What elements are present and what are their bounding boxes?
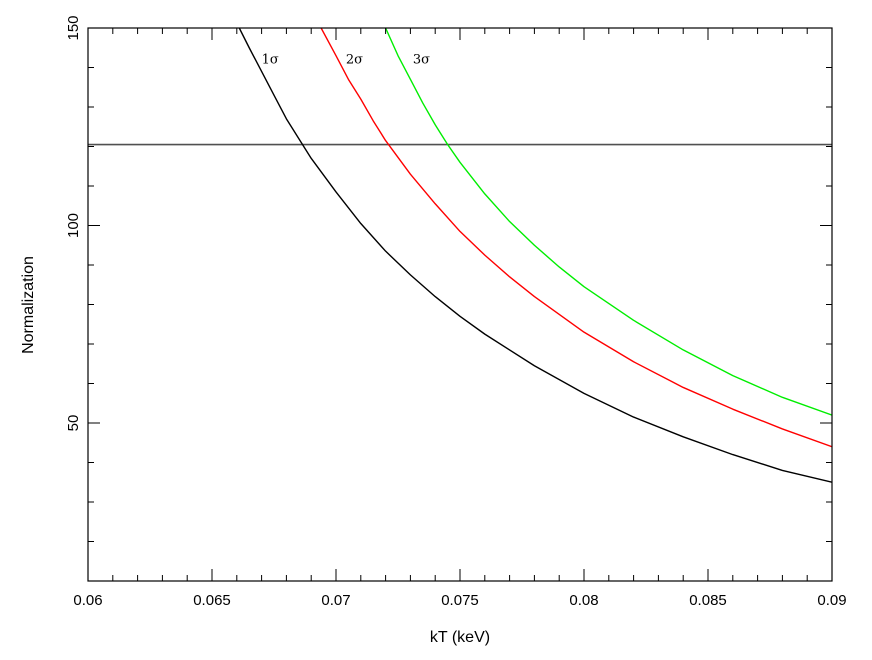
plot-frame: [87, 27, 833, 582]
series-label-2: 2σ: [346, 53, 363, 68]
x-tick-label: 0.075: [441, 592, 479, 609]
series-label-3: 3σ: [413, 53, 430, 68]
x-tick-label: 0.06: [73, 592, 102, 609]
x-tick-label: 0.08: [569, 592, 598, 609]
x-tick-label: 0.09: [817, 592, 846, 609]
y-tick-label: 150: [65, 15, 82, 40]
x-tick-label: 0.065: [193, 592, 231, 609]
plot-area: 1σ 2σ 3σ: [88, 28, 832, 483]
y-tick-label: 50: [65, 415, 82, 432]
x-tick-label: 0.07: [321, 592, 350, 609]
y-tick-label: 100: [65, 213, 82, 238]
axis-ticks: 0.06 0.065 0.07 0.075 0.08 0.085 0.09 50 100 150: [65, 15, 847, 609]
y-axis-label: Normalization: [20, 256, 37, 354]
series-line-1: [238, 28, 832, 483]
x-axis-label: kT (keV): [430, 629, 490, 646]
x-tick-label: 0.085: [689, 592, 727, 609]
series-line-3: [384, 28, 832, 416]
series-label-1: 1σ: [262, 53, 279, 68]
series-line-2: [320, 28, 832, 448]
